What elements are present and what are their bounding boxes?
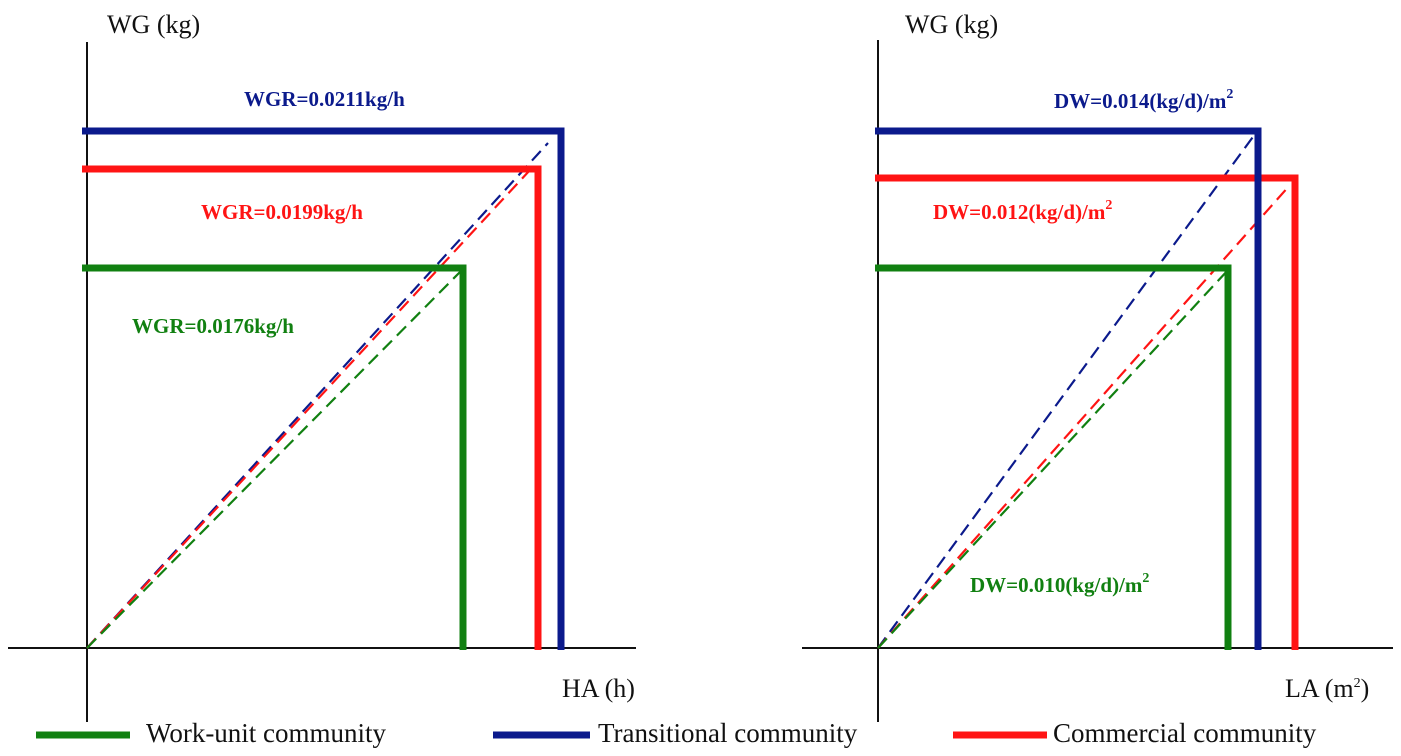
right-commercial-rate-base: DW=0.012(kg/d)/m bbox=[933, 200, 1106, 224]
right-commercial-rate-sup: 2 bbox=[1105, 198, 1112, 213]
left-y-axis-label: WG (kg) bbox=[107, 10, 200, 39]
right-work-unit-boundary bbox=[875, 264, 1232, 650]
left-commercial-diagonal bbox=[86, 169, 531, 649]
left-commercial-boundary bbox=[82, 165, 542, 650]
right-x-axis-label-sup: 2 bbox=[1354, 676, 1361, 691]
legend: Work-unit community Transitional communi… bbox=[36, 718, 1317, 748]
legend-transitional-label: Transitional community bbox=[598, 718, 858, 748]
left-work-unit-diagonal bbox=[86, 271, 461, 649]
right-commercial-rate: DW=0.012(kg/d)/m2 bbox=[933, 198, 1112, 224]
left-work-unit-boundary bbox=[82, 264, 467, 650]
left-transitional-rate: WGR=0.0211kg/h bbox=[244, 87, 405, 111]
left-transitional-boundary bbox=[82, 127, 565, 650]
right-transitional-boundary bbox=[875, 127, 1262, 650]
right-work-unit-diagonal bbox=[877, 269, 1229, 649]
right-x-axis-label: LA (m2) bbox=[1285, 674, 1369, 703]
right-commercial-boundary bbox=[875, 174, 1299, 650]
right-work-unit-rate: DW=0.010(kg/d)/m2 bbox=[970, 571, 1149, 597]
right-y-axis-label: WG (kg) bbox=[905, 10, 998, 39]
right-work-unit-rate-base: DW=0.010(kg/d)/m bbox=[970, 573, 1143, 597]
left-commercial-rate: WGR=0.0199kg/h bbox=[201, 200, 363, 224]
right-transitional-rate-sup: 2 bbox=[1226, 87, 1233, 102]
legend-commercial-label: Commercial community bbox=[1053, 718, 1317, 748]
legend-work-unit-label: Work-unit community bbox=[146, 718, 387, 748]
right-transitional-rate-base: DW=0.014(kg/d)/m bbox=[1054, 89, 1227, 113]
right-transitional-rate: DW=0.014(kg/d)/m2 bbox=[1054, 87, 1233, 113]
left-panel: WG (kg) HA (h) WGR=0.0211kg/h WGR=0.0199… bbox=[8, 10, 636, 722]
left-work-unit-rate: WGR=0.0176kg/h bbox=[132, 314, 294, 338]
right-panel: WG (kg) LA (m2) DW=0.014(kg/d)/m2 DW=0.0… bbox=[802, 10, 1393, 722]
right-x-axis-label-close: ) bbox=[1361, 674, 1370, 703]
left-x-axis-label: HA (h) bbox=[562, 674, 635, 703]
right-transitional-diagonal bbox=[877, 129, 1259, 649]
left-transitional-diagonal bbox=[86, 142, 549, 649]
right-x-axis-label-base: LA (m bbox=[1285, 674, 1354, 703]
right-commercial-diagonal bbox=[877, 184, 1291, 649]
right-work-unit-rate-sup: 2 bbox=[1142, 571, 1149, 586]
